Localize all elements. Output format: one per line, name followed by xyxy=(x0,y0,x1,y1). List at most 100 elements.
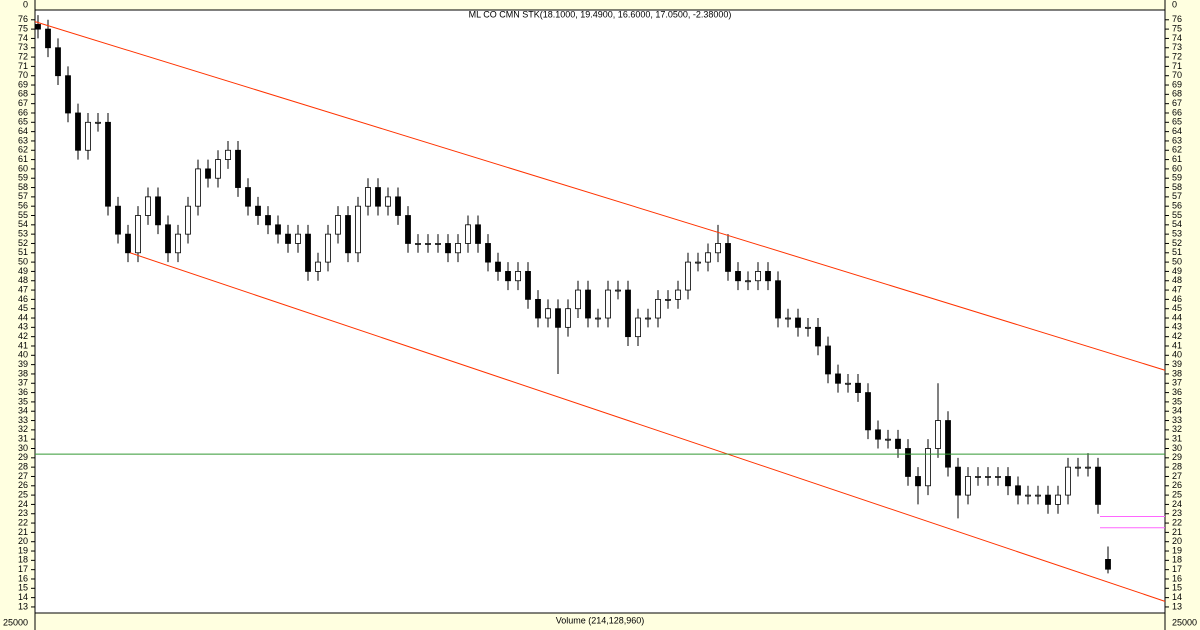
candle-body xyxy=(805,326,811,329)
plot-area xyxy=(34,9,1166,614)
candle-body xyxy=(615,289,621,292)
y-tick-label: 69 xyxy=(18,79,28,89)
y-tick-label-right: 76 xyxy=(1172,14,1182,24)
candle-body xyxy=(685,261,691,291)
candle-body xyxy=(595,317,601,320)
y-tick-label-right: 50 xyxy=(1172,256,1182,266)
y-tick-label: 26 xyxy=(18,480,28,490)
y-tick-label: 59 xyxy=(18,173,28,183)
y-tick-label: 53 xyxy=(18,229,28,239)
y-tick-label-right: 30 xyxy=(1172,443,1182,453)
y-tick-label: 49 xyxy=(18,266,28,276)
y-tick-label-right: 26 xyxy=(1172,480,1182,490)
y-tick-label-right: 16 xyxy=(1172,573,1182,583)
y-tick-label: 76 xyxy=(18,14,28,24)
y-tick-label: 39 xyxy=(18,359,28,369)
candle-body xyxy=(835,373,841,384)
candle-body xyxy=(705,252,711,263)
y-tick-label: 13 xyxy=(18,601,28,611)
y-tick-label: 67 xyxy=(18,98,28,108)
y-tick-label-right: 49 xyxy=(1172,266,1182,276)
volume-strip xyxy=(35,613,1165,630)
candle-body xyxy=(405,215,411,244)
y-tick-label-right: 13 xyxy=(1172,601,1182,611)
y-tick-label-right: 48 xyxy=(1172,275,1182,285)
top-axis-label: 0 xyxy=(23,0,28,9)
candle-body xyxy=(755,271,761,282)
y-tick-label: 32 xyxy=(18,424,28,434)
trend-line xyxy=(34,21,1166,371)
right-axis-strip xyxy=(1165,0,1200,630)
candle-body xyxy=(1065,466,1071,496)
y-tick-label: 58 xyxy=(18,182,28,192)
candle-body xyxy=(415,243,421,245)
y-tick-label-right: 59 xyxy=(1172,173,1182,183)
candle-body xyxy=(145,196,151,216)
candle-body xyxy=(575,289,581,310)
top-axis-label: 0 xyxy=(1172,0,1177,9)
y-tick-label: 37 xyxy=(18,378,28,388)
candle-body xyxy=(525,271,531,300)
y-tick-label: 31 xyxy=(18,434,28,444)
y-tick-label-right: 58 xyxy=(1172,182,1182,192)
y-tick-label: 44 xyxy=(18,312,28,322)
candle-body xyxy=(1105,559,1111,570)
y-tick-label-right: 20 xyxy=(1172,536,1182,546)
y-tick-label: 16 xyxy=(18,573,28,583)
y-tick-label-right: 53 xyxy=(1172,229,1182,239)
y-tick-label-right: 72 xyxy=(1172,51,1182,61)
y-tick-label-right: 45 xyxy=(1172,303,1182,313)
candle-body xyxy=(205,168,211,179)
y-tick-label-right: 38 xyxy=(1172,368,1182,378)
y-tick-label-right: 31 xyxy=(1172,434,1182,444)
y-tick-label: 61 xyxy=(18,154,28,164)
y-tick-label: 74 xyxy=(18,33,28,43)
candle-body xyxy=(505,271,511,282)
y-tick-label: 56 xyxy=(18,201,28,211)
candle-body xyxy=(845,382,851,385)
candle-body xyxy=(585,289,591,319)
candle-body xyxy=(1005,476,1011,487)
y-tick-label-right: 55 xyxy=(1172,210,1182,220)
candle-body xyxy=(1035,494,1041,497)
chart-title: ML CO CMN STK(18.1000, 19.4900, 16.6000,… xyxy=(469,9,732,19)
candle-body xyxy=(435,243,441,245)
candle-body xyxy=(315,261,321,272)
candle-body xyxy=(535,298,541,319)
y-tick-label-right: 23 xyxy=(1172,508,1182,518)
y-tick-label-right: 40 xyxy=(1172,350,1182,360)
candle-body xyxy=(325,233,331,263)
y-tick-label-right: 61 xyxy=(1172,154,1182,164)
y-tick-label-right: 57 xyxy=(1172,191,1182,201)
y-tick-label-right: 22 xyxy=(1172,517,1182,527)
candle-body xyxy=(165,224,171,254)
candle-body xyxy=(545,308,551,319)
y-tick-label-right: 41 xyxy=(1172,340,1182,350)
candle-body xyxy=(75,112,81,151)
candle-body xyxy=(955,466,961,496)
y-tick-label: 18 xyxy=(18,555,28,565)
y-tick-label-right: 56 xyxy=(1172,201,1182,211)
y-tick-label: 21 xyxy=(18,527,28,537)
y-tick-label: 63 xyxy=(18,135,28,145)
y-tick-label: 41 xyxy=(18,340,28,350)
y-tick-label: 57 xyxy=(18,191,28,201)
y-tick-label: 43 xyxy=(18,322,28,332)
candle-body xyxy=(335,215,341,235)
candle-body xyxy=(55,47,61,77)
candle-body xyxy=(895,438,901,449)
y-tick-label: 72 xyxy=(18,51,28,61)
candle-body xyxy=(555,308,561,328)
y-tick-label: 68 xyxy=(18,89,28,99)
y-tick-label-right: 44 xyxy=(1172,312,1182,322)
y-tick-label-right: 46 xyxy=(1172,294,1182,304)
y-tick-label-right: 32 xyxy=(1172,424,1182,434)
y-tick-label-right: 21 xyxy=(1172,527,1182,537)
candle-body xyxy=(675,289,681,300)
top-strip xyxy=(35,0,1165,10)
candle-body xyxy=(485,243,491,263)
trend-line xyxy=(129,252,1166,602)
y-tick-label: 20 xyxy=(18,536,28,546)
candle-body xyxy=(395,196,401,216)
y-tick-label-right: 51 xyxy=(1172,247,1182,257)
